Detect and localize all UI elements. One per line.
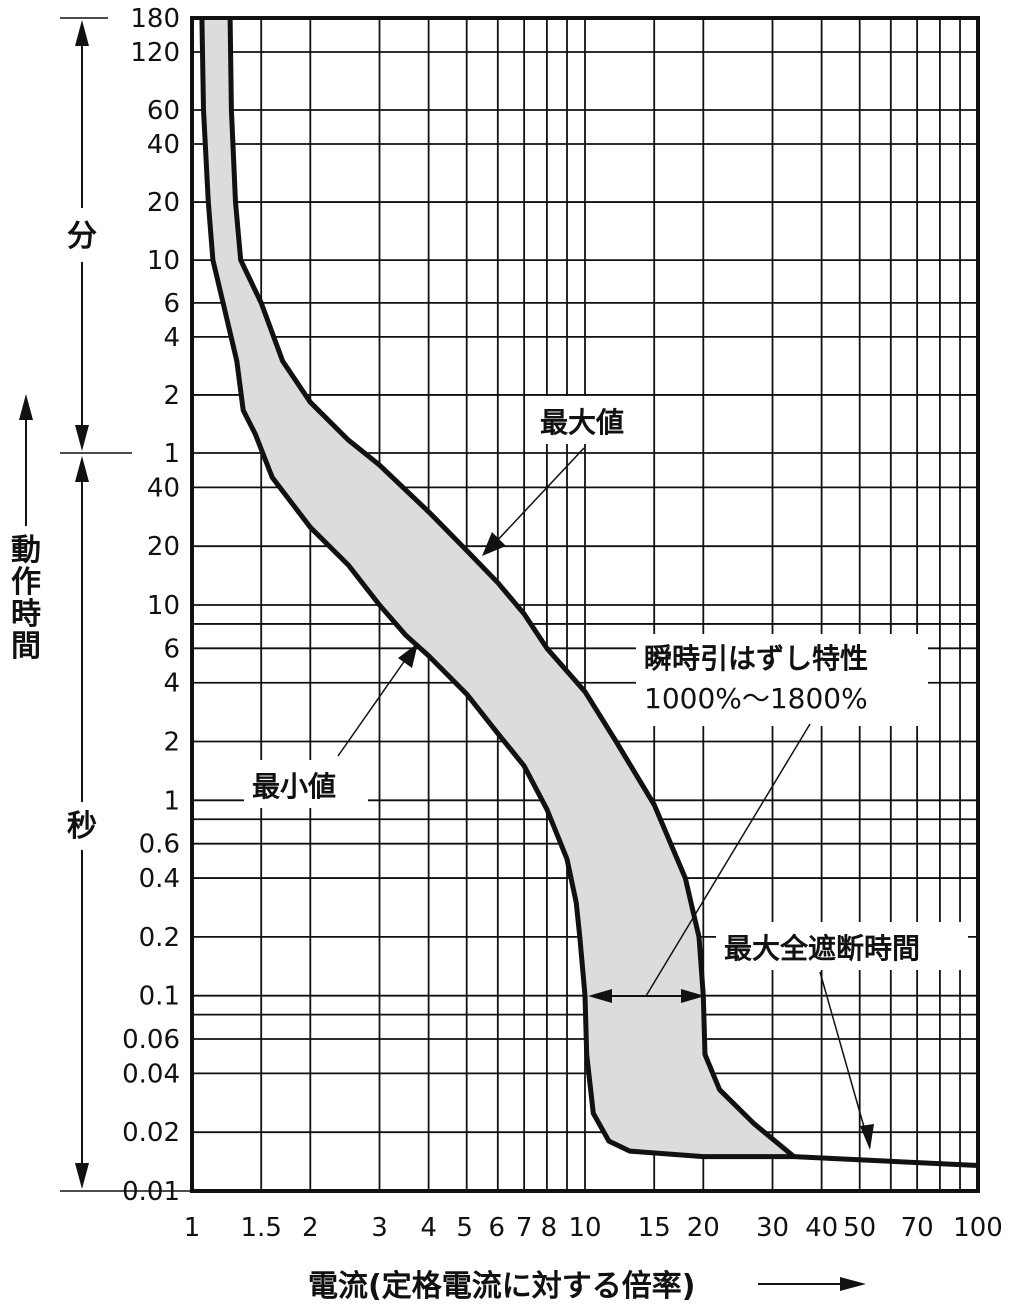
arrow-up-icon [19,394,33,420]
instant-leader-line [645,723,811,997]
min-label-bg [244,760,368,808]
y-tick-label: 6 [163,289,180,319]
y-tick-label: 2 [163,381,180,411]
x-tick-label: 40 [805,1213,838,1243]
min-label: 最小値 [252,770,336,803]
max-label: 最大値 [540,406,624,439]
x-tick-label: 5 [456,1213,473,1243]
x-tick-label: 8 [541,1213,558,1243]
y-tick-labels: 180 120 60 40 20 10 6 4 2 1 40 20 10 6 4 2 1 0.6 0.4 0.2 0.1… [122,4,180,1207]
y-tick-label: 180 [130,4,180,34]
plot-frame [190,16,980,1193]
x-tick-label: 6 [489,1213,506,1243]
x-tick-label: 20 [687,1213,720,1243]
x-tick-label: 1 [184,1213,201,1243]
arrow-down-icon [75,425,89,451]
x-tick-label: 2 [302,1213,319,1243]
x-tick-label: 30 [756,1213,789,1243]
trip-curves [199,17,979,1168]
y-tick-label: 0.04 [122,1059,180,1089]
x-tick-label: 3 [371,1213,388,1243]
minutes-label: 分 [67,219,97,254]
max-curve [227,17,796,1159]
y-tick-label: 60 [147,96,180,126]
y-tick-label: 40 [147,130,180,160]
y-axis-title-char: 動 [11,533,41,568]
arrow-right-icon [840,1277,866,1291]
arrow-right-icon [681,989,705,1003]
y-tick-label: 10 [147,246,180,276]
y-axis-title-char: 間 [11,629,41,664]
y-axis-title-char: 時 [11,597,41,632]
y-tick-label: 0.02 [122,1118,180,1148]
min-leader-line [337,655,409,757]
trip-band-fill [201,18,794,1157]
y-tick-label: 10 [147,591,180,621]
x-tick-label: 4 [420,1213,437,1243]
y-tick-label: 0.6 [139,830,180,860]
min-curve [199,17,979,1168]
y-tick-label: 1 [163,786,180,816]
arrow-left-icon [588,989,612,1003]
y-tick-label: 20 [147,532,180,562]
arrow-up-icon [75,456,89,482]
instant-label: 瞬時引はずし特性 [644,642,868,675]
y-tick-label: 2 [163,728,180,758]
y-tick-label: 0.2 [139,923,180,953]
grid-lines [192,17,978,1191]
x-tick-labels: 1 1.5 2 3 4 5 6 7 8 10 15 20 30 40 50 70 100 [184,1213,1003,1243]
y-tick-label: 0.1 [139,982,180,1012]
instant-label-bg [636,634,928,726]
arrow-icon [482,532,506,556]
x-tick-label: 100 [953,1213,1003,1243]
max-leader-line [493,447,585,545]
x-axis-title: 電流(定格電流に対する倍率) [308,1269,695,1304]
y-tick-label: 4 [163,323,180,353]
x-tick-label: 50 [843,1213,876,1243]
interrupt-label-bg [716,922,968,970]
interrupt-label: 最大全遮断時間 [724,932,920,965]
y-tick-label: 0.01 [122,1177,180,1207]
instant-range: 1000%〜1800% [644,682,868,715]
max-label-bg [532,396,652,444]
y-tick-label: 4 [163,669,180,699]
x-tick-label: 7 [516,1213,533,1243]
arrow-up-icon [75,20,89,46]
y-axis-title: 動作時間 [11,533,41,664]
y-tick-label: 0.4 [139,864,180,894]
arrow-icon [860,1124,874,1150]
arrow-down-icon [75,1163,89,1189]
x-tick-label: 70 [901,1213,934,1243]
x-tick-label: 1.5 [241,1213,282,1243]
y-tick-label: 6 [163,634,180,664]
x-tick-label: 15 [638,1213,671,1243]
arrow-icon [398,643,418,668]
y-axis-title-char: 作 [11,565,41,600]
y-tick-label: 0.06 [122,1025,180,1055]
seconds-label: 秒 [67,809,97,844]
y-tick-label: 20 [147,188,180,218]
y-tick-label: 120 [130,38,180,68]
x-tick-label: 10 [568,1213,601,1243]
interrupt-leader-line [819,971,867,1135]
y-tick-label: 40 [147,473,180,503]
trip-band [201,18,794,1157]
y-tick-label: 1 [163,439,180,469]
